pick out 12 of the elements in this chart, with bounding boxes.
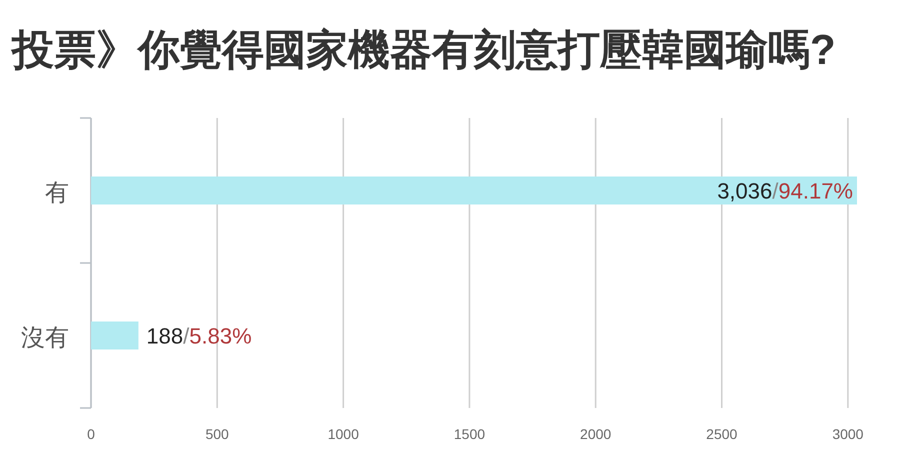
x-tick-label: 500 bbox=[205, 426, 230, 442]
x-tick-label: 2500 bbox=[706, 426, 738, 442]
data-label: 188/5.83% bbox=[146, 324, 252, 348]
x-tick-label: 1000 bbox=[328, 426, 360, 442]
x-tick-label: 3000 bbox=[832, 426, 864, 442]
data-label: 3,036/94.17% bbox=[717, 178, 853, 204]
y-tick-label: 有 bbox=[45, 180, 69, 206]
x-tick-label: 2000 bbox=[580, 426, 612, 442]
title: 投票》你覺得國家機器有刻意打壓韓國瑜嗎? bbox=[12, 26, 836, 73]
y-tick-label: 沒有 bbox=[21, 324, 69, 352]
x-tick-label: 0 bbox=[87, 426, 96, 442]
x-tick-label: 1500 bbox=[454, 426, 486, 442]
